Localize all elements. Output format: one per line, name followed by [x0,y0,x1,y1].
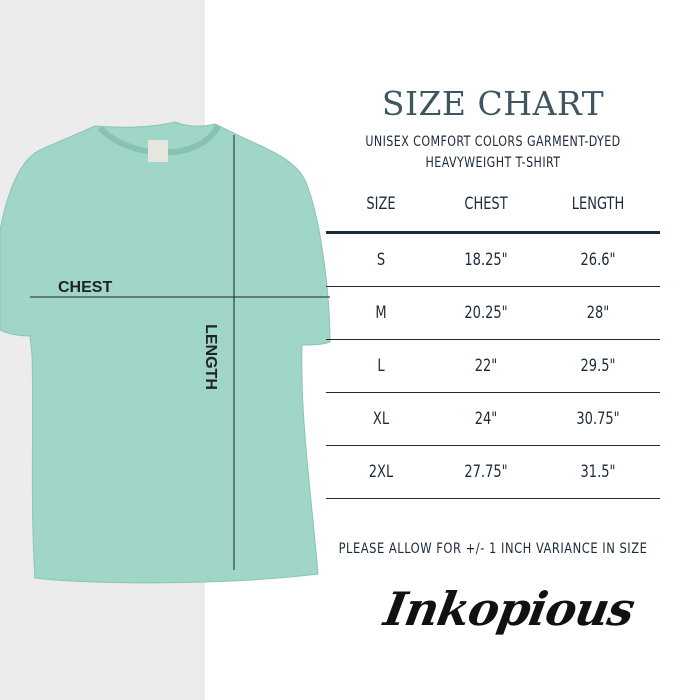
table-row: L 22" 29.5" [326,340,660,393]
size-table: SIZE CHEST LENGTH S 18.25" 26.6" M 20.25… [326,190,660,499]
length-label: LENGTH [202,324,219,390]
size-cell: S [376,250,386,270]
tshirt-body [0,121,331,584]
length-cell: 30.75" [576,409,620,429]
length-cell: 29.5" [580,356,616,376]
tshirt-tag [148,140,168,162]
page-title: SIZE CHART [381,84,605,123]
length-cell: 28" [586,303,610,323]
table-header: SIZE CHEST LENGTH [326,190,660,234]
length-cell: 26.6" [580,250,616,270]
subtitle-line: UNISEX COMFORT COLORS GARMENT-DYED [365,134,621,150]
column-header-size: SIZE [366,194,396,214]
variance-note: PLEASE ALLOW FOR +/- 1 INCH VARIANCE IN … [338,541,648,557]
column-header-length: LENGTH [571,194,625,214]
subtitle-line: HEAVYWEIGHT T-SHIRT [425,155,561,171]
size-cell: XL [372,409,390,429]
subtitle: UNISEX COMFORT COLORS GARMENT-DYED HEAVY… [343,132,644,174]
chest-cell: 20.25" [464,303,508,323]
column-header-chest: CHEST [464,194,508,214]
table-row: S 18.25" 26.6" [326,234,660,287]
chest-cell: 22" [474,356,498,376]
size-cell: 2XL [368,462,394,482]
table-row: M 20.25" 28" [326,287,660,340]
table-row: XL 24" 30.75" [326,393,660,446]
brand-logo: Inkopious [380,582,638,636]
chest-cell: 18.25" [464,250,508,270]
chest-cell: 27.75" [464,462,508,482]
size-cell: M [375,303,387,323]
chest-cell: 24" [474,409,498,429]
size-cell: L [377,356,385,376]
length-cell: 31.5" [580,462,616,482]
tshirt-image [0,121,331,584]
chest-label: CHEST [58,279,113,296]
table-row: 2XL 27.75" 31.5" [326,446,660,499]
